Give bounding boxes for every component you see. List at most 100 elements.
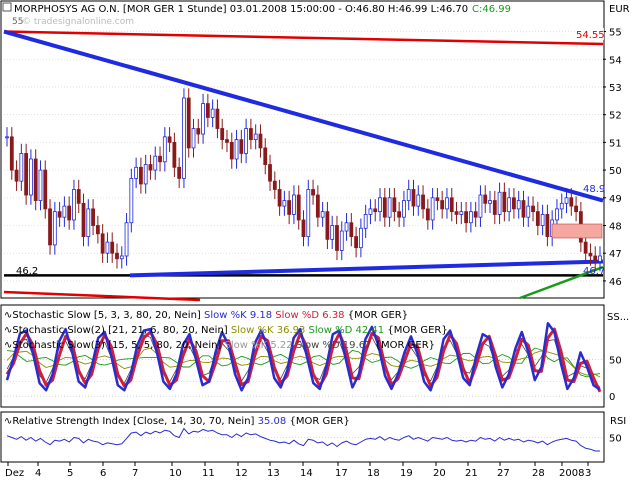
candle-body	[598, 255, 602, 262]
stoch3-d-line	[6, 347, 601, 378]
candle-body	[382, 197, 387, 218]
candle-body	[421, 194, 425, 210]
price-tick-label: 51	[609, 138, 622, 149]
resistance-line	[3, 30, 604, 46]
price-zone-box	[551, 223, 603, 239]
price-tick-label: 52	[609, 111, 622, 122]
candle-body	[430, 197, 435, 221]
time-tick-label: 19	[400, 468, 413, 479]
candle-body	[57, 211, 62, 218]
time-tick-label: 12	[235, 468, 248, 479]
candle-body	[535, 211, 540, 226]
candle-body	[507, 197, 512, 213]
watermark: © tradesignalonline.com	[22, 17, 134, 27]
price-tick-label: 49	[609, 194, 622, 205]
candle-body	[5, 136, 9, 139]
candle-body	[258, 133, 263, 149]
candle-body	[425, 208, 430, 221]
time-tick-label: 17	[335, 468, 348, 479]
candle-body	[91, 208, 95, 226]
candle-body	[277, 189, 282, 207]
chart-header: MORPHOSYS AG O.N. [MOR GER 1 Stunde] 03.…	[2, 2, 630, 27]
candle-body	[593, 255, 598, 262]
collapse-box-icon[interactable]	[2, 2, 12, 12]
candle-body	[33, 158, 38, 201]
candle-body	[263, 147, 268, 165]
candle-body	[512, 197, 516, 210]
price-tick-label: 48	[609, 222, 622, 233]
rsi-legend: ∿Relative Strength Index [Close, 14, 30,…	[4, 416, 626, 427]
candle-body	[105, 241, 110, 254]
green-trend-line	[519, 265, 604, 300]
candle-body	[158, 155, 162, 163]
candle-body	[315, 194, 320, 218]
candle-body	[100, 233, 105, 254]
candle-body	[449, 197, 454, 213]
candle-body	[464, 211, 468, 224]
candle-body	[440, 200, 445, 210]
candle-body	[339, 230, 344, 251]
stoch-tick-label: 50	[609, 356, 622, 367]
rsi-axis: 50	[4, 434, 622, 445]
candle-body	[387, 197, 392, 218]
candle-body	[139, 166, 143, 185]
stochastic-panel	[0, 304, 605, 408]
candle-body	[19, 153, 24, 182]
lower-trend-line	[129, 259, 604, 278]
candle-body	[244, 128, 249, 154]
candle-body	[191, 128, 196, 149]
candle-body	[545, 214, 550, 237]
rsi-legend-text: ∿Relative Strength Index [Close, 14, 30,…	[4, 416, 350, 427]
stochastic-legend: ∿Stochastic Slow [5, 3, 3, 80, 20, Nein]…	[4, 310, 629, 351]
time-tick-label: 2008	[559, 468, 584, 479]
currency-label: EUR	[609, 4, 630, 15]
candle-body	[287, 200, 292, 215]
candle-body	[172, 141, 177, 168]
candle-body	[358, 227, 363, 249]
candle-body	[119, 255, 124, 260]
candle-body	[516, 200, 521, 210]
candle-body	[76, 189, 81, 204]
candle-body	[9, 136, 14, 171]
price-overlays: 48.9 46.7 46.2 54.55	[16, 28, 605, 277]
candle-body	[335, 225, 339, 251]
candle-body	[167, 136, 172, 143]
price-candles	[5, 88, 602, 272]
candle-body	[115, 252, 119, 260]
candle-body	[488, 200, 492, 204]
candle-body	[205, 103, 210, 118]
candle-body	[81, 202, 86, 237]
candle-body	[234, 139, 239, 160]
candle-body	[540, 214, 545, 226]
price-tick-label: 53	[609, 83, 622, 94]
candle-body	[248, 128, 253, 141]
support-label: 46.2	[16, 266, 38, 277]
candle-body	[435, 197, 440, 201]
candle-body	[311, 189, 315, 196]
candle-body	[210, 108, 215, 118]
candle-body	[459, 211, 464, 215]
candle-body	[110, 241, 115, 254]
candle-body	[134, 166, 139, 179]
rsi-lines	[6, 428, 600, 452]
candle-body	[296, 194, 301, 221]
candle-body	[406, 189, 411, 201]
candle-body	[95, 225, 100, 235]
candle-body	[48, 208, 52, 246]
lower-red-line	[3, 290, 201, 302]
candle-body	[253, 133, 258, 141]
price-tick-label: 47	[609, 249, 622, 260]
candle-body	[320, 211, 325, 218]
candle-body	[521, 200, 526, 218]
resistance-label: 54.55	[576, 30, 605, 41]
candle-body	[272, 180, 277, 190]
candle-body	[62, 205, 67, 218]
rsi-right-label: RSI	[610, 416, 626, 427]
upper-trend-line	[3, 29, 604, 203]
candle-body	[306, 189, 311, 237]
time-tick-label: 5	[67, 468, 73, 479]
candle-body	[201, 103, 205, 135]
price-tick-label: 46	[609, 277, 622, 288]
time-tick-label: 21	[465, 468, 478, 479]
time-tick-label: 28	[532, 468, 545, 479]
